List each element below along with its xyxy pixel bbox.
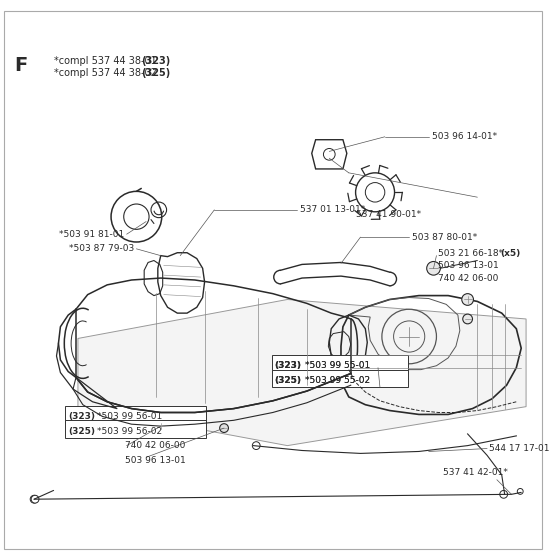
Text: 503 96 14-01*: 503 96 14-01*	[432, 132, 497, 141]
Text: *503 99 55-02: *503 99 55-02	[305, 376, 370, 385]
Circle shape	[500, 491, 507, 498]
Text: 503 87 80-01*: 503 87 80-01*	[412, 232, 477, 241]
Text: 544 17 17-01: 544 17 17-01	[489, 444, 549, 453]
Text: 503 21 66-18*: 503 21 66-18*	[438, 249, 506, 258]
Polygon shape	[78, 300, 526, 446]
Circle shape	[220, 424, 228, 432]
Circle shape	[30, 495, 38, 503]
Text: 537 01 13-01*: 537 01 13-01*	[300, 206, 365, 214]
FancyBboxPatch shape	[66, 405, 206, 423]
Circle shape	[462, 293, 473, 305]
Text: (325): (325)	[141, 68, 170, 78]
Circle shape	[156, 421, 166, 431]
Text: 537 41 42-01*: 537 41 42-01*	[444, 468, 508, 477]
Text: *503 99 56-02: *503 99 56-02	[97, 427, 162, 436]
Text: *503 99 55-02: *503 99 55-02	[305, 376, 370, 385]
Text: 740 42 06-00: 740 42 06-00	[438, 273, 499, 283]
Text: *503 87 79-03: *503 87 79-03	[69, 244, 134, 253]
Text: 537 41 90-01*: 537 41 90-01*	[356, 210, 421, 219]
Text: 503 96 13-01: 503 96 13-01	[125, 456, 185, 465]
Text: *503 99 56-01: *503 99 56-01	[97, 412, 162, 421]
Text: (325): (325)	[275, 376, 302, 385]
Text: (325): (325)	[275, 376, 302, 385]
Text: *503 91 81-01: *503 91 81-01	[59, 230, 125, 239]
Circle shape	[31, 495, 39, 503]
Text: *compl 537 44 38-01: *compl 537 44 38-01	[54, 56, 160, 66]
Text: 503 96 13-01: 503 96 13-01	[438, 261, 499, 270]
Text: *503 99 55-01: *503 99 55-01	[305, 361, 370, 370]
Text: F: F	[15, 56, 28, 75]
Text: *compl 537 44 38-02: *compl 537 44 38-02	[54, 68, 160, 78]
FancyBboxPatch shape	[66, 421, 206, 438]
Text: (323): (323)	[275, 361, 302, 370]
Circle shape	[427, 262, 440, 275]
Text: 740 42 06-00: 740 42 06-00	[125, 441, 185, 450]
Text: (323): (323)	[275, 361, 302, 370]
FancyBboxPatch shape	[272, 370, 408, 387]
Text: (323): (323)	[68, 412, 95, 421]
Text: (323): (323)	[141, 56, 170, 66]
FancyBboxPatch shape	[272, 355, 408, 372]
Text: (x5): (x5)	[500, 249, 520, 258]
Text: (325): (325)	[68, 427, 95, 436]
Text: *503 99 55-01: *503 99 55-01	[305, 361, 370, 370]
Circle shape	[517, 488, 523, 494]
Circle shape	[253, 442, 260, 450]
Circle shape	[463, 314, 473, 324]
